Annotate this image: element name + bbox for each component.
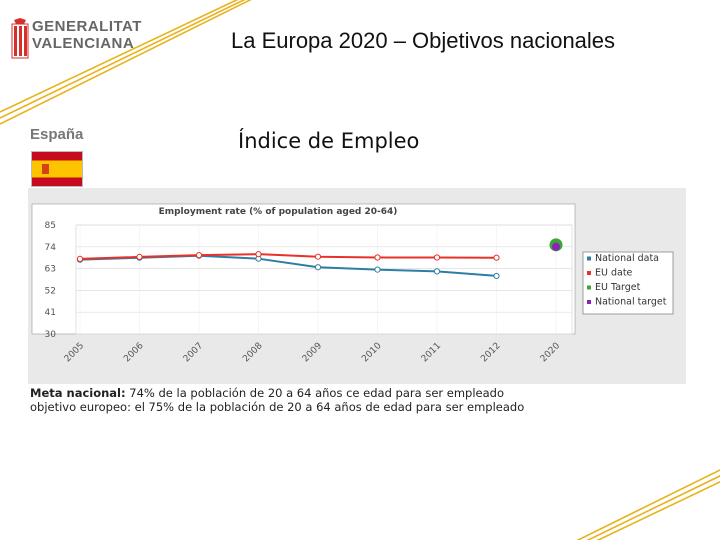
data-point [374,254,381,261]
data-point [76,255,84,262]
logo-line1: GENERALITAT [32,18,142,35]
generalitat-logo: GENERALITAT VALENCIANA [10,14,142,70]
y-tick-label: 30 [45,330,57,340]
data-point [374,266,381,273]
data-point [433,268,441,275]
country-name: España [30,126,84,143]
x-tick-label: 2020 [539,341,562,364]
x-tick-label: 2010 [360,341,383,364]
logo-line2: VALENCIANA [32,35,135,52]
legend-entry: National target [595,297,667,308]
target-point [552,242,560,251]
meta-nacional: Meta nacional: 74% de la población de 20… [30,386,524,400]
slide-title: La Europa 2020 – Objetivos nacionales [231,28,616,53]
legend-swatch [587,271,591,275]
legend-swatch [587,300,591,304]
coat-of-arms-icon [11,18,29,59]
legend-entry: EU date [595,268,633,279]
chart-title: Employment rate (% of population aged 20… [159,207,398,217]
data-point [195,252,203,259]
legend-entry: National data [595,253,659,264]
data-point [136,253,143,261]
employment-chart: Employment rate (% of population aged 20… [31,203,674,364]
x-tick-label: 2006 [122,341,145,364]
y-tick-label: 63 [45,265,56,275]
legend-swatch [587,285,591,290]
data-point [493,254,500,261]
data-point [433,254,441,261]
x-tick-label: 2007 [182,341,205,364]
x-tick-label: 2012 [479,341,502,364]
objetivo-europeo: objetivo europeo: el 75% de la población… [30,400,525,414]
legend-box [582,251,674,315]
y-tick-label: 85 [45,221,56,231]
legend-swatch [587,256,591,261]
x-tick-label: 2011 [420,341,443,364]
meta-text: 74% de la población de 20 a 64 años ce e… [125,386,505,400]
data-point [314,253,322,260]
y-tick-label: 52 [45,286,56,296]
series-line [79,253,497,260]
chart-subtitle: Índice de Empleo [238,129,420,153]
x-tick-label: 2005 [63,341,86,364]
spain-flag-icon [31,151,83,187]
data-point [493,272,500,280]
data-point [314,264,322,271]
meta-label: Meta nacional: [30,386,126,400]
x-tick-label: 2009 [301,341,324,364]
legend-entry: EU Target [595,282,641,293]
x-tick-label: 2008 [241,341,264,364]
footer-notes: Meta nacional: 74% de la población de 20… [30,386,524,414]
y-tick-label: 41 [45,308,56,318]
data-point [255,251,262,258]
plot-area [75,224,573,335]
y-tick-label: 74 [45,243,57,253]
